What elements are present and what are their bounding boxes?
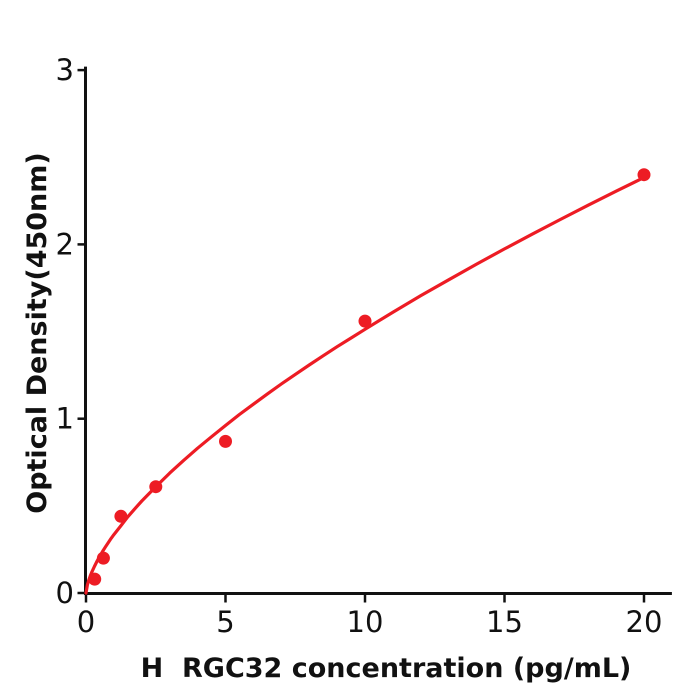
axes (84, 66, 672, 595)
data-point (219, 434, 232, 448)
tick-marks (77, 68, 646, 603)
x-tick-label: 5 (216, 605, 234, 639)
fit-curve (84, 175, 646, 595)
y-tick-label: 2 (56, 227, 74, 261)
tick-labels: 0 5 10 15 20 0 1 2 3 (56, 53, 663, 639)
data-point (637, 168, 651, 182)
data-point (358, 314, 372, 328)
x-tick-label: 10 (347, 605, 384, 639)
y-tick-label: 3 (56, 53, 74, 87)
data-point (114, 509, 128, 523)
fit-curve-path (84, 175, 646, 595)
data-points (88, 168, 651, 586)
data-point (88, 572, 102, 586)
data-point (149, 480, 163, 494)
x-tick-label: 15 (486, 605, 523, 639)
x-axis-label: H RGC32 concentration (pg/mL) (141, 653, 632, 684)
data-point (96, 551, 110, 565)
x-tick-label: 20 (626, 605, 663, 639)
y-axis-label: Optical Density(450nm) (22, 152, 53, 514)
x-tick-label: 0 (77, 605, 95, 639)
y-tick-label: 0 (56, 576, 74, 610)
y-tick-label: 1 (56, 402, 74, 436)
